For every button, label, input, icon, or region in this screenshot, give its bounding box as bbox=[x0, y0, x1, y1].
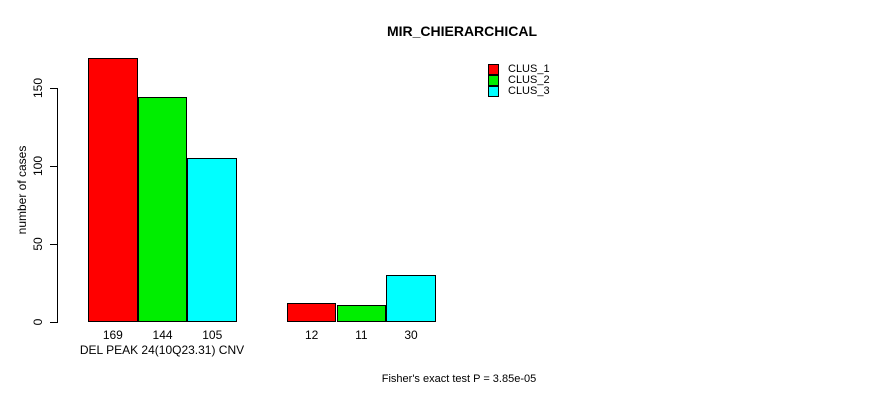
legend-row-clus_1: CLUS_1 bbox=[488, 64, 550, 75]
bar-clus_3-group-1 bbox=[187, 158, 238, 322]
y-tick-mark bbox=[50, 165, 57, 167]
bar-value-label: 11 bbox=[355, 328, 368, 342]
bar-value-label: 105 bbox=[202, 328, 223, 342]
bar-value-label: 12 bbox=[304, 328, 319, 342]
legend: CLUS_1 CLUS_2 CLUS_3 bbox=[488, 64, 550, 97]
chart-title: MIR_CHIERARCHICAL bbox=[386, 23, 538, 39]
y-tick-mark bbox=[50, 243, 57, 245]
legend-label: CLUS_2 bbox=[508, 74, 550, 86]
bar-clus_2-group-2 bbox=[336, 304, 387, 322]
bar-value-label: 169 bbox=[102, 328, 123, 342]
y-axis-label: number of cases bbox=[15, 145, 29, 235]
bar-clus_3-group-2 bbox=[386, 275, 436, 322]
y-tick-label: 150 bbox=[31, 77, 45, 99]
y-tick-label: 100 bbox=[31, 155, 45, 177]
legend-label: CLUS_1 bbox=[508, 63, 550, 75]
annotation-fisher-test: Fisher's exact test P = 3.85e-05 bbox=[381, 373, 537, 385]
bar-clus_2-group-1 bbox=[137, 97, 188, 322]
y-tick-label: 0 bbox=[31, 318, 45, 326]
legend-label: CLUS_3 bbox=[508, 85, 550, 97]
legend-swatch-icon bbox=[488, 64, 499, 75]
bar-clus_1-group-1 bbox=[88, 58, 138, 322]
legend-swatch-icon bbox=[488, 86, 499, 97]
y-tick-label: 50 bbox=[31, 237, 45, 251]
legend-swatch-icon bbox=[488, 75, 499, 86]
y-tick-mark bbox=[50, 321, 57, 323]
y-tick-mark bbox=[50, 87, 57, 89]
x-axis-label: DEL PEAK 24(10Q23.31) CNV bbox=[79, 343, 245, 357]
legend-row-clus_3: CLUS_3 bbox=[488, 86, 550, 97]
bar-clus_1-group-2 bbox=[286, 303, 337, 322]
legend-row-clus_2: CLUS_2 bbox=[488, 75, 550, 86]
bar-value-label: 30 bbox=[404, 328, 418, 342]
bar-value-label: 144 bbox=[152, 328, 173, 342]
y-axis-line bbox=[57, 88, 58, 323]
